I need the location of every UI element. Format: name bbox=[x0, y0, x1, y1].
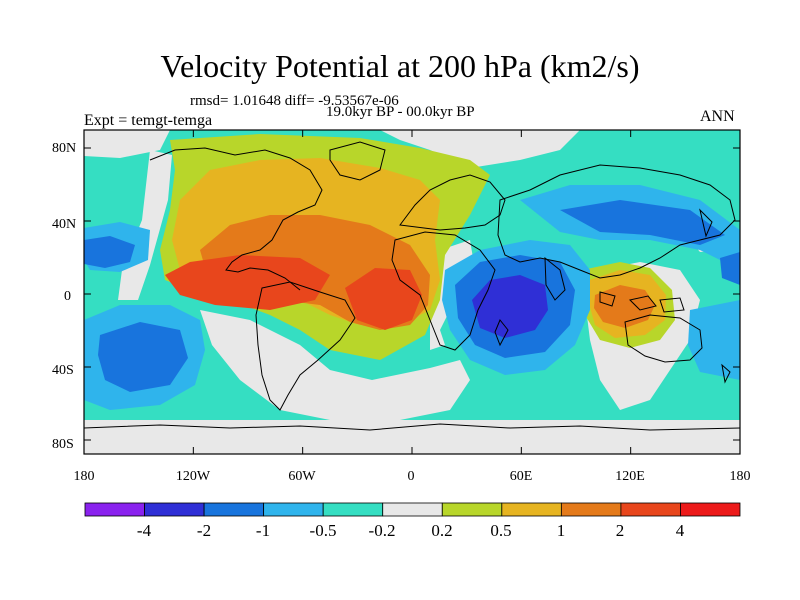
colorbar-swatch bbox=[84, 502, 145, 517]
lon-tick-180w: 180 bbox=[74, 469, 95, 484]
lon-tick-120W: 120W bbox=[176, 469, 211, 484]
colorbar-label: -1 bbox=[256, 521, 270, 540]
colorbar-swatch bbox=[560, 502, 622, 517]
colorbar bbox=[84, 502, 741, 517]
colorbar-label: -0.2 bbox=[369, 521, 396, 540]
coastlines bbox=[84, 141, 740, 431]
stats-line: rmsd= 1.01648 diff= -9.53567e-06 bbox=[190, 93, 399, 109]
lat-tick-40N: 40N bbox=[52, 217, 76, 232]
africa-coast bbox=[391, 231, 496, 351]
australia-coast bbox=[624, 314, 703, 363]
colorbar-label: -2 bbox=[197, 521, 211, 540]
axis-ticks bbox=[83, 130, 741, 454]
neutral-south-band bbox=[84, 420, 740, 454]
lon-tick-60E: 60E bbox=[510, 469, 533, 484]
colorbar-swatch bbox=[620, 502, 681, 517]
north-america-coast bbox=[149, 147, 323, 291]
colorbar-swatch bbox=[203, 502, 265, 517]
europe-coast bbox=[399, 174, 506, 231]
colorbar-swatch bbox=[501, 502, 562, 517]
colorbar-label: 0.5 bbox=[490, 521, 511, 540]
colorbar-label: 1 bbox=[557, 521, 566, 540]
neg1-east-pacific bbox=[688, 300, 740, 380]
colorbar-label: -0.5 bbox=[310, 521, 337, 540]
lon-tick-60W: 60W bbox=[288, 469, 316, 484]
pos1-maritime bbox=[594, 285, 655, 328]
lat-tick-0: 0 bbox=[64, 289, 71, 304]
colorbar-swatch bbox=[382, 502, 443, 517]
lon-tick-180e: 180 bbox=[730, 469, 751, 484]
antarctica-coast bbox=[84, 423, 740, 431]
colorbar-swatch bbox=[144, 502, 205, 517]
colorbar-label: 4 bbox=[676, 521, 685, 540]
south-america-coast bbox=[255, 281, 356, 411]
neg4-indian-core bbox=[472, 275, 548, 338]
neg2-asia bbox=[560, 200, 725, 245]
experiment-label: Expt = temgt-temga bbox=[84, 112, 213, 129]
new-zealand-coast bbox=[721, 363, 731, 384]
contour-field bbox=[84, 130, 740, 454]
japan-coast bbox=[699, 208, 713, 238]
colorbar-swatch bbox=[322, 502, 384, 517]
colorbar-swatch bbox=[680, 502, 741, 517]
period-label: 19.0kyr BP - 00.0kyr BP bbox=[326, 104, 475, 120]
india-coast bbox=[544, 256, 566, 301]
lon-tick-0: 0 bbox=[408, 469, 415, 484]
pos2-pacific-core bbox=[165, 255, 330, 310]
neg2-east bbox=[720, 252, 740, 285]
lat-tick-40S: 40S bbox=[52, 363, 74, 378]
neg2-pacific-north bbox=[84, 236, 135, 268]
madagascar-coast bbox=[494, 319, 509, 347]
colorbar-label: -4 bbox=[137, 521, 152, 540]
colorbar-swatch bbox=[441, 502, 503, 517]
plot-title: Velocity Potential at 200 hPa (km2/s) bbox=[160, 48, 640, 84]
neg2-pacific-south bbox=[98, 322, 188, 392]
season-label: ANN bbox=[700, 108, 735, 125]
lat-tick-80S: 80S bbox=[52, 437, 74, 452]
greenland-coast bbox=[329, 141, 386, 181]
maritime-islands bbox=[599, 291, 685, 313]
colorbar-labels: -4 -2 -1 -0.5 -0.2 0.2 0.5 1 2 4 bbox=[137, 521, 685, 540]
lat-tick-80N: 80N bbox=[52, 141, 76, 156]
colorbar-label: 0.2 bbox=[431, 521, 452, 540]
asia-coast bbox=[497, 164, 736, 279]
pos2-atlantic-core bbox=[345, 268, 422, 330]
lon-tick-120E: 120E bbox=[615, 469, 645, 484]
colorbar-label: 2 bbox=[616, 521, 625, 540]
colorbar-swatch bbox=[263, 502, 324, 517]
